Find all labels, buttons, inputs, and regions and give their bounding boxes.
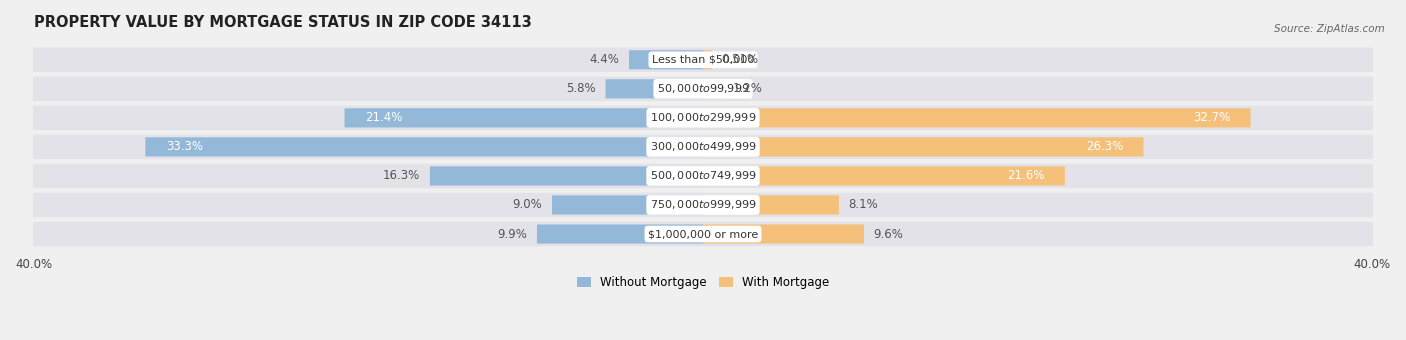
Text: 5.8%: 5.8% (567, 82, 596, 95)
FancyBboxPatch shape (537, 224, 703, 244)
Text: 21.6%: 21.6% (1007, 169, 1045, 183)
FancyBboxPatch shape (703, 224, 865, 244)
Text: 9.0%: 9.0% (513, 199, 543, 211)
Text: 4.4%: 4.4% (589, 53, 619, 66)
FancyBboxPatch shape (430, 166, 703, 186)
Text: 33.3%: 33.3% (166, 140, 202, 153)
FancyBboxPatch shape (32, 76, 1374, 101)
Text: Source: ZipAtlas.com: Source: ZipAtlas.com (1274, 24, 1385, 34)
Legend: Without Mortgage, With Mortgage: Without Mortgage, With Mortgage (572, 271, 834, 294)
Text: Less than $50,000: Less than $50,000 (652, 55, 754, 65)
Text: 1.2%: 1.2% (733, 82, 763, 95)
Text: 26.3%: 26.3% (1085, 140, 1123, 153)
Text: 8.1%: 8.1% (849, 199, 879, 211)
Text: $100,000 to $299,999: $100,000 to $299,999 (650, 112, 756, 124)
FancyBboxPatch shape (32, 48, 1374, 72)
FancyBboxPatch shape (703, 195, 839, 215)
Text: 9.6%: 9.6% (873, 227, 904, 240)
Text: $500,000 to $749,999: $500,000 to $749,999 (650, 169, 756, 183)
FancyBboxPatch shape (32, 164, 1374, 188)
FancyBboxPatch shape (628, 50, 703, 69)
FancyBboxPatch shape (703, 108, 1250, 128)
FancyBboxPatch shape (32, 106, 1374, 130)
Text: 9.9%: 9.9% (498, 227, 527, 240)
Text: 16.3%: 16.3% (382, 169, 420, 183)
Text: $1,000,000 or more: $1,000,000 or more (648, 229, 758, 239)
FancyBboxPatch shape (703, 166, 1064, 186)
FancyBboxPatch shape (606, 79, 703, 98)
FancyBboxPatch shape (553, 195, 703, 215)
Text: $50,000 to $99,999: $50,000 to $99,999 (657, 82, 749, 95)
Text: 32.7%: 32.7% (1192, 112, 1230, 124)
Text: PROPERTY VALUE BY MORTGAGE STATUS IN ZIP CODE 34113: PROPERTY VALUE BY MORTGAGE STATUS IN ZIP… (34, 15, 531, 30)
FancyBboxPatch shape (703, 137, 1143, 156)
Text: 21.4%: 21.4% (366, 112, 402, 124)
FancyBboxPatch shape (32, 222, 1374, 246)
FancyBboxPatch shape (32, 135, 1374, 159)
FancyBboxPatch shape (145, 137, 703, 156)
FancyBboxPatch shape (32, 193, 1374, 217)
Text: 0.51%: 0.51% (721, 53, 759, 66)
FancyBboxPatch shape (703, 79, 724, 98)
FancyBboxPatch shape (344, 108, 703, 128)
Text: $750,000 to $999,999: $750,000 to $999,999 (650, 199, 756, 211)
Text: $300,000 to $499,999: $300,000 to $499,999 (650, 140, 756, 153)
FancyBboxPatch shape (703, 50, 711, 69)
